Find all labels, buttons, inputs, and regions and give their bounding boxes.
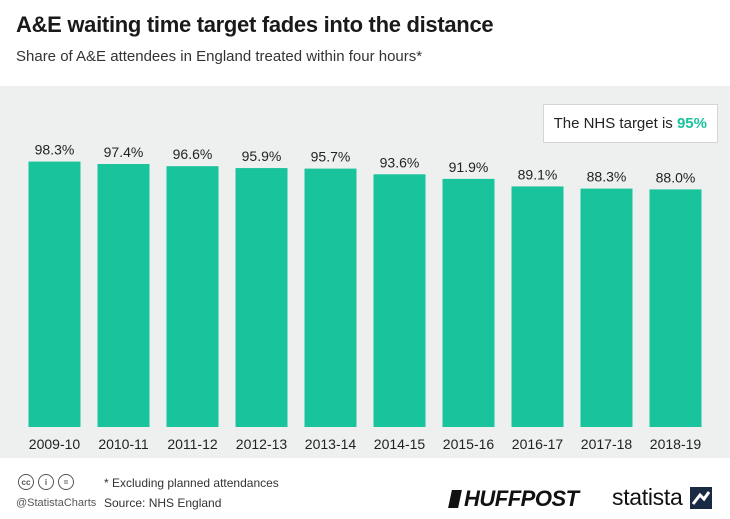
bar-2018-19 [649,189,702,427]
bar-2015-16 [442,178,495,427]
annotation-value: 95% [676,115,707,132]
bar-2011-12 [166,166,219,427]
data-label-2016-17: 89.1% [518,166,558,182]
x-tick-2009-10: 2009-10 [29,436,81,452]
data-label-2013-14: 95.7% [311,149,351,165]
x-tick-2010-11: 2010-11 [98,436,149,452]
data-label-2015-16: 91.9% [449,159,489,175]
data-label-2011-12: 96.6% [173,146,213,162]
data-label-2014-15: 93.6% [380,154,420,170]
creative-commons-icon: cc [18,474,34,490]
x-tick-2016-17: 2016-17 [512,436,564,452]
annotation-text: The NHS target is [553,115,677,132]
statista-handle: @StatistaCharts [16,497,97,509]
bar-2009-10 [28,161,81,427]
license-icons: cc i = [18,474,74,490]
data-label-2017-18: 88.3% [587,169,627,185]
chart-subtitle: Share of A&E attendees in England treate… [16,48,423,65]
bar-2012-13 [235,168,288,427]
data-label-2009-10: 98.3% [35,142,75,158]
bar-2016-17 [511,186,564,427]
source-note: Source: NHS England [104,496,222,510]
bar-2010-11 [97,164,150,427]
huffpost-wordmark: HUFFPOST [464,486,579,511]
huffpost-bar-icon [448,490,462,508]
data-label-2012-13: 95.9% [242,148,282,164]
x-tick-2014-15: 2014-15 [374,436,426,452]
x-tick-2018-19: 2018-19 [650,436,702,452]
bar-2014-15 [373,174,426,427]
nhs-target-annotation: The NHS target is 95% [542,104,718,143]
x-tick-2012-13: 2012-13 [236,436,288,452]
attribution-icon: i [38,474,54,490]
no-derivatives-icon: = [58,474,74,490]
bar-2013-14 [304,168,357,428]
x-tick-2017-18: 2017-18 [581,436,633,452]
data-label-2010-11: 97.4% [104,144,144,160]
bar-2017-18 [580,188,633,427]
x-tick-2013-14: 2013-14 [305,436,357,452]
statista-logo: statista [612,484,683,510]
statista-mark-icon [690,487,712,509]
footnote: * Excluding planned attendances [104,476,279,490]
x-tick-2015-16: 2015-16 [443,436,495,452]
huffpost-logo: HUFFPOST [448,486,579,512]
chart-title: A&E waiting time target fades into the d… [16,12,494,37]
x-tick-2011-12: 2011-12 [167,436,218,452]
data-label-2018-19: 88.0% [656,169,696,185]
bar-chart: 98.3% 2009-10 97.4% 2010-11 96.6% 2011-12 95.9… [28,142,702,452]
